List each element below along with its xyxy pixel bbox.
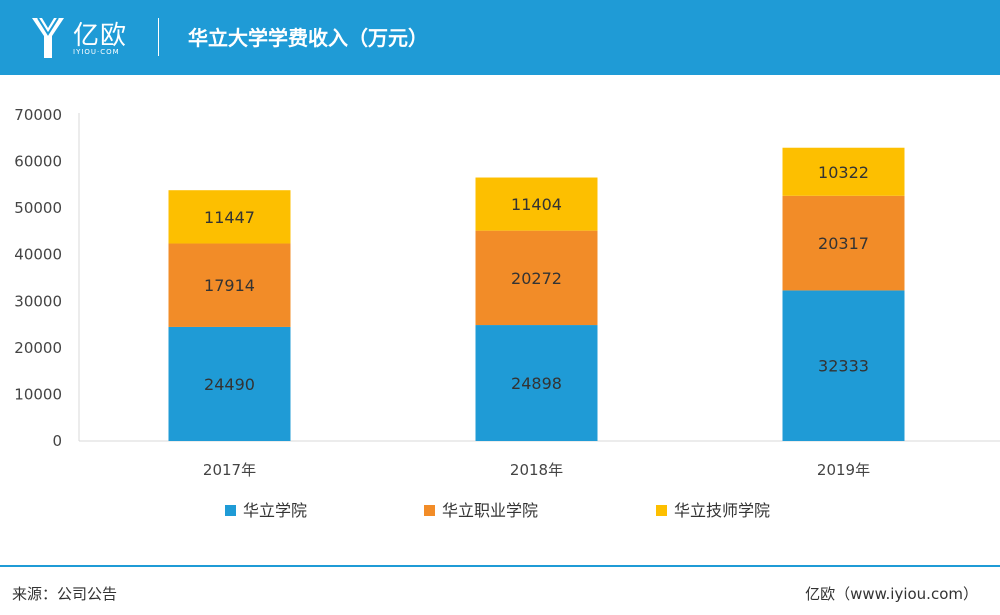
y-tick-label: 70000	[14, 106, 62, 124]
y-tick-label: 0	[52, 432, 62, 450]
brand-credit: 亿欧（www.iyiou.com）	[805, 585, 978, 603]
x-tick-label: 2017年	[203, 461, 256, 479]
logo-subtext: IYIOU·COM	[73, 48, 120, 56]
legend-swatch	[225, 505, 236, 516]
y-tick-label: 50000	[14, 199, 62, 217]
legend-swatch	[424, 505, 435, 516]
bar-segment	[168, 243, 291, 327]
bar-segment	[475, 177, 598, 231]
y-tick-label: 10000	[14, 385, 62, 403]
bar-segment	[168, 326, 291, 441]
x-tick-label: 2018年	[510, 461, 563, 479]
bar-segment	[782, 195, 905, 291]
y-tick-label: 40000	[14, 246, 62, 264]
data-label: 32333	[818, 357, 869, 376]
logo-text: 亿欧	[73, 21, 128, 51]
data-label: 20317	[818, 234, 869, 253]
legend-swatch	[656, 505, 667, 516]
bar-segment	[782, 290, 905, 441]
y-tick-label: 30000	[14, 292, 62, 310]
bar-segment	[475, 325, 598, 441]
data-label: 11404	[511, 195, 562, 214]
header-bar: 亿欧 IYIOU·COM 华立大学学费收入（万元）	[0, 0, 1000, 75]
data-label: 11447	[204, 208, 255, 227]
legend-item: 华立职业学院	[424, 501, 538, 520]
legend-label: 华立技师学院	[674, 501, 770, 520]
y-tick-label: 20000	[14, 339, 62, 357]
stacked-bar-chart: 0 10000 20000 30000 40000 50000 60000 70000 2017…	[14, 106, 1000, 520]
data-label: 20272	[511, 269, 562, 288]
page-title: 华立大学学费收入（万元）	[188, 26, 428, 50]
data-label: 24898	[511, 374, 562, 393]
iyiou-logo-icon	[32, 17, 64, 58]
bar-segment	[782, 147, 905, 196]
source-note: 来源：公司公告	[12, 585, 118, 603]
data-label: 24490	[204, 375, 255, 394]
header-divider	[158, 18, 159, 56]
legend-item: 华立技师学院	[656, 501, 770, 520]
x-tick-label: 2019年	[817, 461, 870, 479]
bar-segment	[475, 230, 598, 326]
y-tick-label: 60000	[14, 153, 62, 171]
legend-label: 华立职业学院	[442, 501, 538, 520]
bar-segment	[168, 190, 291, 244]
data-label: 10322	[818, 163, 869, 182]
footer-divider	[0, 565, 1000, 567]
legend-item: 华立学院	[225, 501, 307, 520]
data-label: 17914	[204, 276, 255, 295]
legend-label: 华立学院	[243, 501, 307, 520]
